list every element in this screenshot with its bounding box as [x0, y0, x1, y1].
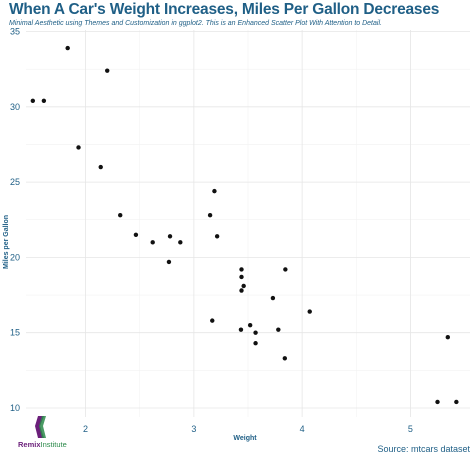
data-point: [76, 145, 81, 150]
data-point: [238, 327, 244, 332]
data-point: [210, 318, 215, 323]
x-tick-label: 4: [300, 424, 305, 434]
chart-title: When A Car's Weight Increases, Miles Per…: [9, 1, 440, 18]
y-axis-ticks: 10 15 20 25 30 35: [10, 27, 20, 413]
data-point: [239, 288, 244, 293]
data-point: [270, 295, 276, 301]
remix-institute-logo: RemixInstitute: [18, 412, 70, 450]
x-axis-ticks: 2 3 4 5: [83, 424, 413, 434]
data-point: [282, 356, 288, 361]
y-tick-label: 20: [10, 252, 20, 262]
data-point: [253, 330, 258, 335]
data-point: [253, 341, 258, 346]
x-tick-label: 2: [83, 424, 88, 434]
data-point: [239, 267, 244, 272]
chart-caption: Source: mtcars dataset: [377, 444, 470, 454]
y-tick-label: 30: [10, 102, 20, 112]
x-tick-label: 3: [191, 424, 196, 434]
data-point: [41, 98, 47, 103]
data-point: [167, 234, 173, 239]
chart-subtitle: Minimal Aesthetic using Themes and Custo…: [9, 20, 382, 27]
data-point: [207, 213, 213, 218]
x-axis-title: Weight: [233, 435, 257, 442]
data-point: [118, 213, 123, 218]
grid-lines: [26, 30, 470, 417]
y-tick-label: 25: [10, 177, 20, 187]
data-points: [30, 45, 459, 405]
data-point: [454, 399, 459, 405]
data-point: [239, 274, 244, 280]
y-tick-label: 15: [10, 328, 20, 338]
data-point: [178, 240, 183, 245]
data-point: [214, 234, 220, 239]
data-point: [307, 309, 312, 314]
data-point: [435, 399, 440, 405]
data-point: [30, 98, 36, 103]
logo-text: RemixInstitute: [18, 440, 67, 449]
y-tick-label: 10: [10, 403, 20, 413]
x-tick-label: 5: [408, 424, 413, 434]
data-point: [276, 327, 281, 332]
data-point: [283, 267, 288, 272]
data-point: [247, 322, 253, 328]
data-point: [150, 240, 155, 245]
data-point: [241, 283, 246, 289]
logo-mark-icon: [35, 416, 46, 438]
data-point: [212, 188, 217, 194]
data-point: [133, 232, 139, 237]
data-point: [98, 164, 103, 170]
data-point: [445, 334, 450, 340]
data-point: [105, 68, 110, 73]
y-axis-title: Miles per Gallon: [3, 215, 10, 269]
data-point: [166, 259, 172, 265]
data-point: [65, 45, 70, 51]
y-tick-label: 35: [10, 27, 20, 37]
